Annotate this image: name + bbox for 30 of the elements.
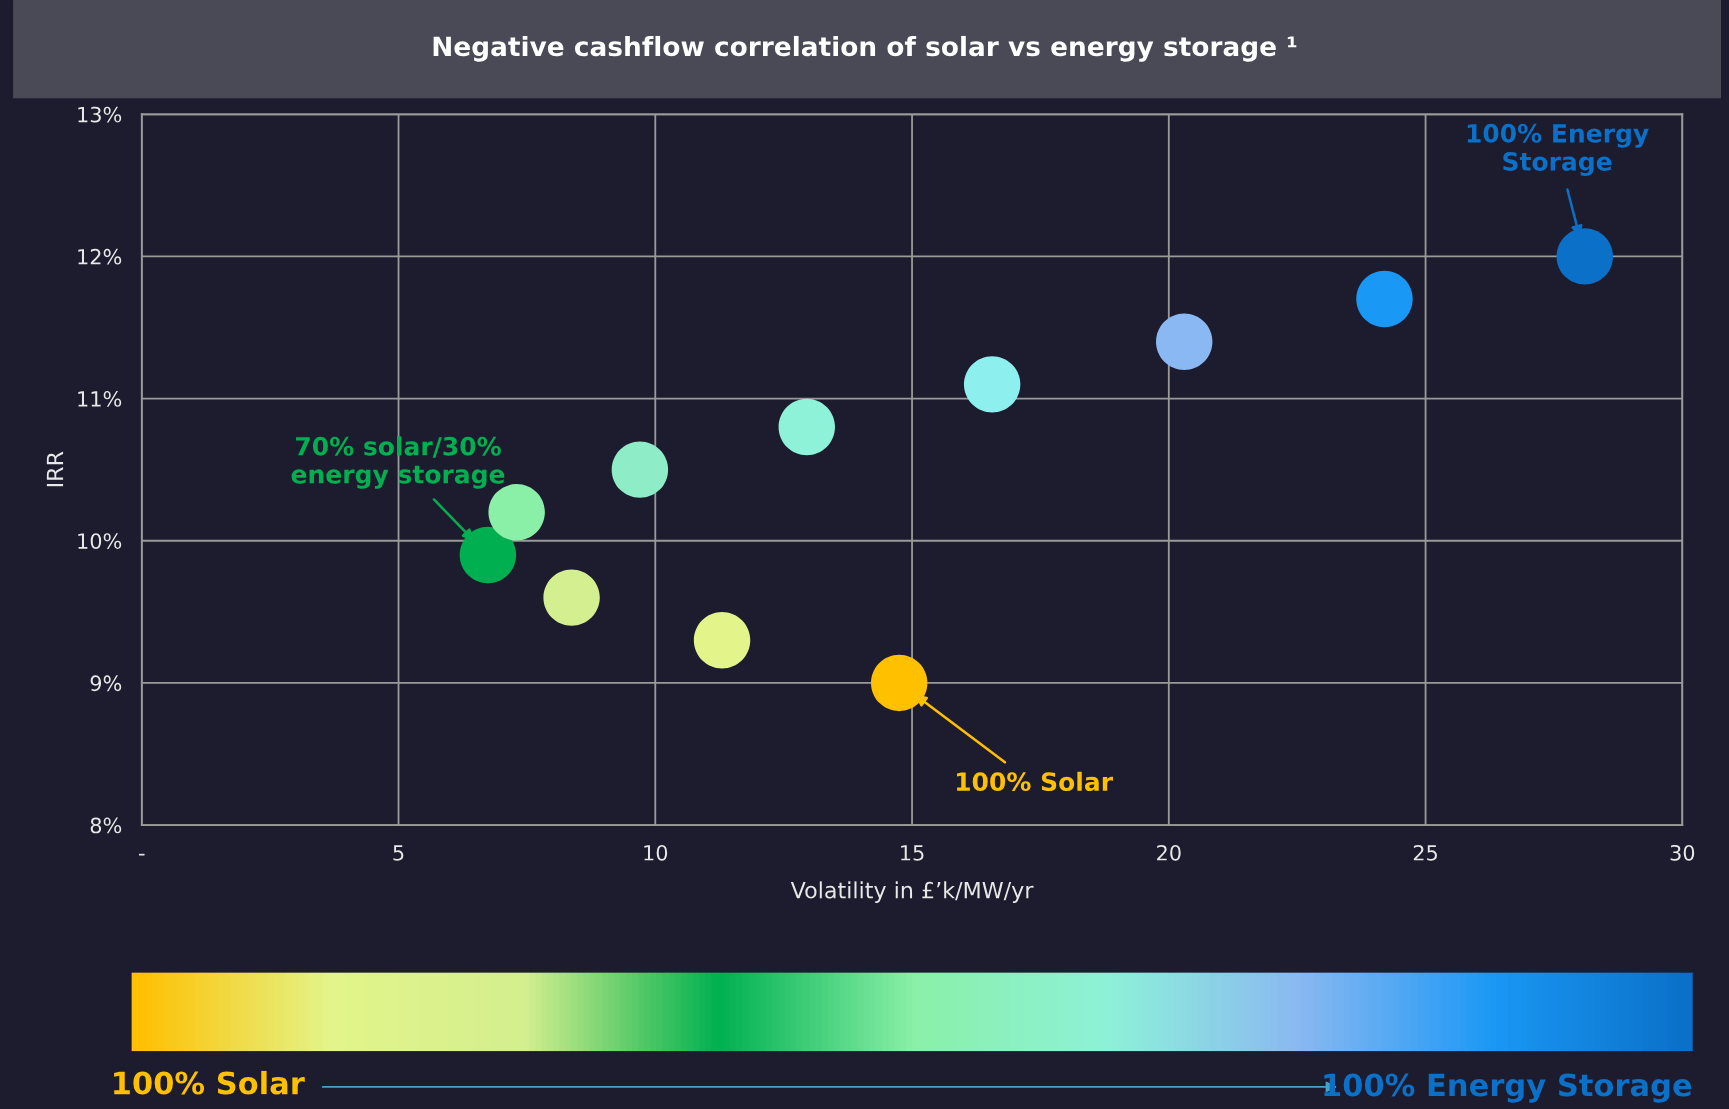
y-tick-label: 8% xyxy=(90,817,122,834)
y-tick-label: 11% xyxy=(78,391,122,407)
x-tick-label: 5 xyxy=(393,845,404,861)
text: 100% Energy Storage xyxy=(1324,1073,1692,1103)
x-tick-label: 10 xyxy=(644,844,668,861)
point xyxy=(778,398,835,456)
annotation: 100% Energy Storage xyxy=(1467,123,1649,176)
point xyxy=(693,612,751,669)
y-tick-label: 9% xyxy=(90,675,122,692)
point xyxy=(1356,270,1413,328)
text: 100% Solar xyxy=(114,1070,305,1095)
chart-title: Negative cashflow correlation of solar vs energy storage ¹ xyxy=(433,35,1297,62)
y-tick-label: 12% xyxy=(78,248,122,265)
x-tick-label: 30 xyxy=(1670,844,1695,861)
point xyxy=(1156,313,1213,370)
point xyxy=(459,526,517,584)
x-tick-label: - xyxy=(139,853,145,856)
x-tick-label: 15 xyxy=(901,845,924,861)
y-tick-label: 13% xyxy=(78,106,122,123)
point xyxy=(871,654,928,712)
x-tick-label: 20 xyxy=(1157,844,1181,861)
y-tick-label: 10% xyxy=(78,533,122,549)
point xyxy=(543,569,600,626)
point xyxy=(611,441,669,498)
x-axis-title: Volatility in £’k/MW/yr xyxy=(790,881,1034,903)
y-axis-title: IRR xyxy=(46,451,64,487)
point xyxy=(1556,228,1613,285)
point xyxy=(963,356,1021,413)
annotation: 100% Solar xyxy=(956,771,1113,792)
x-tick-label: 25 xyxy=(1413,844,1437,861)
